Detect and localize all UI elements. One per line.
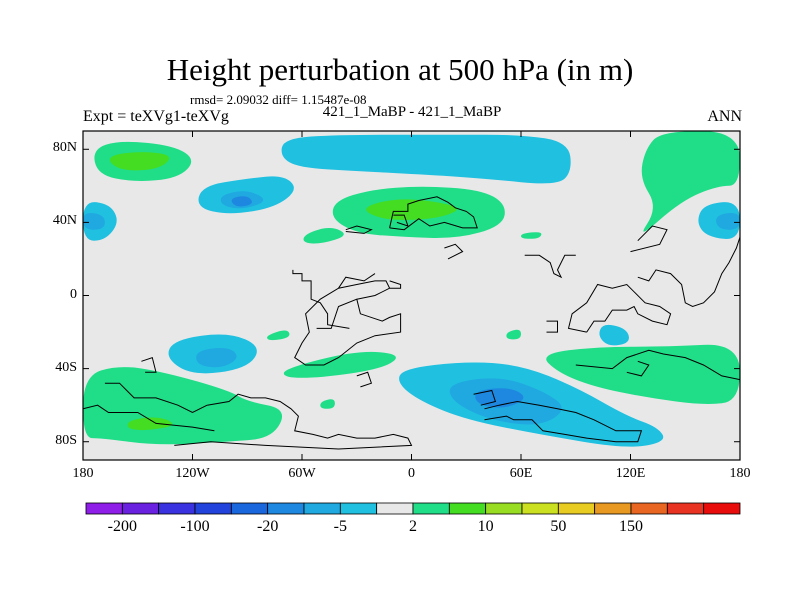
colorbar-label-6: 50 <box>550 518 567 535</box>
lon-label-1: 120W <box>175 466 210 481</box>
coastline-7 <box>356 371 373 388</box>
contour-patch-12 <box>506 329 521 340</box>
coastline-9 <box>104 382 208 414</box>
contour-patch-13 <box>546 344 740 404</box>
stats-line: rmsd= 2.09032 diff= 1.15487e-08 <box>190 92 367 107</box>
colorbar-box-8 <box>376 502 414 515</box>
coastline-20 <box>546 320 558 333</box>
lon-label-3: 0 <box>408 466 415 481</box>
colorbar-box-4 <box>230 502 269 515</box>
lon-label-2: 60W <box>288 466 316 481</box>
contour-patch-6 <box>641 131 740 232</box>
coastline-6 <box>292 269 350 329</box>
colorbar-label-0: -200 <box>107 518 137 535</box>
coastline-1 <box>345 225 373 234</box>
colorbar-label-5: 10 <box>477 518 494 535</box>
coastline-19 <box>524 254 576 279</box>
colorbar-box-17 <box>703 502 741 515</box>
colorbar-box-15 <box>630 502 668 515</box>
colorbar-box-11 <box>485 502 523 515</box>
lat-label-4: 80S <box>55 432 77 448</box>
lon-label-6: 180 <box>729 466 751 481</box>
lon-label-5: 120E <box>615 466 646 481</box>
case-label: 421_1_MaBP - 421_1_MaBP <box>322 104 502 120</box>
contour-patch-4 <box>303 228 344 244</box>
contour-patch-14 <box>281 134 571 184</box>
coastline-13 <box>473 389 497 406</box>
colorbar-box-9 <box>412 502 450 515</box>
experiment-label: Expt = teXVg1-teXVg <box>83 108 229 125</box>
contour-patch-10 <box>283 351 396 378</box>
coastline-8 <box>174 393 413 450</box>
colorbar-box-0 <box>85 502 123 515</box>
coastline-4 <box>338 273 376 289</box>
colorbar-box-7 <box>339 502 378 515</box>
colorbar-box-12 <box>521 502 559 515</box>
coastline-12 <box>484 400 643 443</box>
lat-label-2: 0 <box>70 286 77 302</box>
colorbar-box-6 <box>303 502 341 515</box>
lat-label-1: 40N <box>52 213 77 229</box>
colorbar-label-3: -5 <box>333 518 347 535</box>
colorbar <box>85 502 741 515</box>
lon-label-4: 60E <box>509 466 533 481</box>
coastline-0 <box>389 196 478 231</box>
colorbar-box-5 <box>267 502 305 515</box>
colorbar-label-4: 2 <box>409 518 417 535</box>
contour-patch-3 <box>366 199 457 220</box>
coastline-5 <box>389 280 402 289</box>
coastline-11 <box>83 404 215 432</box>
colorbar-label-2: -20 <box>256 518 279 535</box>
colorbar-box-1 <box>121 502 160 515</box>
contour-fill-layer <box>83 131 740 447</box>
lon-label-0: 180 <box>72 466 94 481</box>
coastline-16 <box>637 236 740 308</box>
colorbar-box-2 <box>158 502 196 515</box>
lat-label-3: 40S <box>55 359 77 375</box>
contour-patch-21 <box>716 212 740 230</box>
colorbar-box-16 <box>666 502 705 515</box>
contour-patch-19 <box>83 212 105 230</box>
coastline-21 <box>444 243 464 260</box>
contour-patch-5 <box>521 232 542 239</box>
colorbar-box-14 <box>594 502 632 515</box>
contour-patch-17 <box>231 196 252 207</box>
coastline-3 <box>294 280 402 366</box>
colorbar-label-1: -100 <box>180 518 210 535</box>
map-panel <box>82 130 741 461</box>
axis-ticks <box>82 131 741 460</box>
contour-patch-9 <box>127 417 173 431</box>
colorbar-box-13 <box>557 502 596 515</box>
colorbar-box-10 <box>448 502 487 515</box>
colorbar-label-7: 150 <box>619 518 643 535</box>
coastline-10 <box>141 356 157 373</box>
contour-patch-24 <box>599 324 629 346</box>
contour-patch-11 <box>320 399 335 409</box>
contour-patch-23 <box>196 348 237 368</box>
contour-patch-7 <box>267 330 290 341</box>
colorbar-box-3 <box>194 502 232 515</box>
coastline-18 <box>626 360 650 377</box>
coastline-17 <box>630 225 668 253</box>
coastline-layer <box>83 196 740 450</box>
lat-label-0: 80N <box>52 140 77 156</box>
coastline-14 <box>575 349 740 381</box>
plot-title: Height perturbation at 500 hPa (in m) <box>166 52 634 87</box>
season-label: ANN <box>707 108 742 125</box>
coastline-15 <box>567 283 672 333</box>
contour-patch-1 <box>109 152 170 171</box>
coastline-2 <box>393 214 409 227</box>
